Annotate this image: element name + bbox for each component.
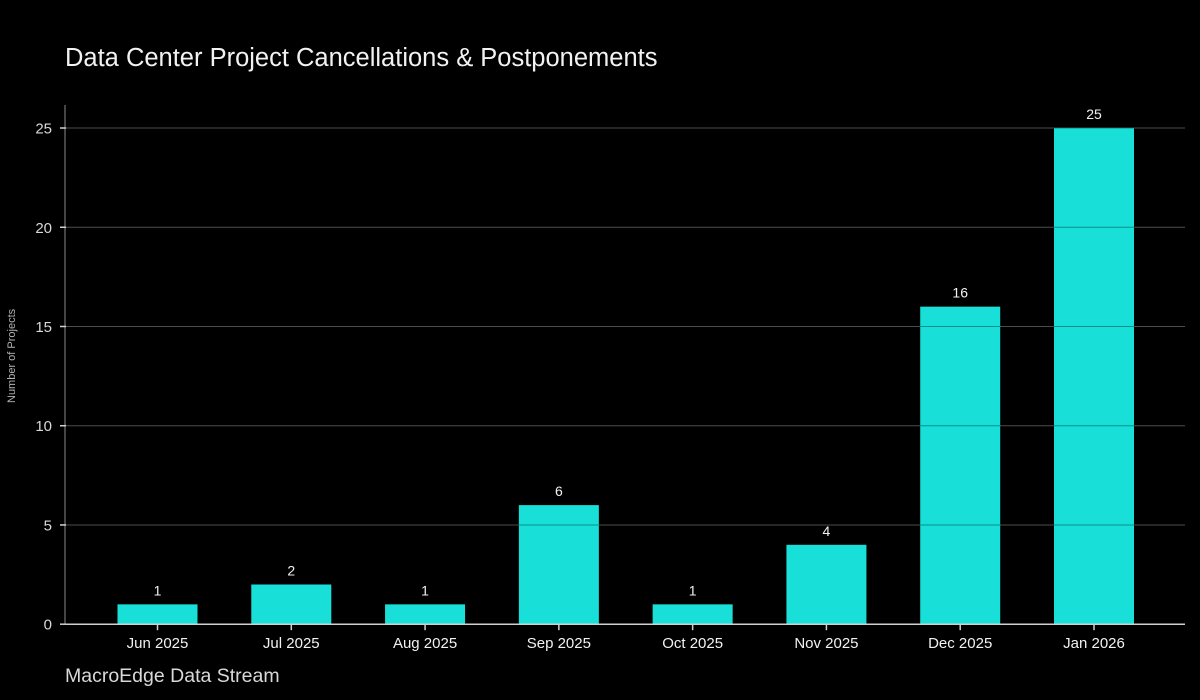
- svg-text:1: 1: [154, 582, 162, 598]
- svg-text:Sep 2025: Sep 2025: [527, 635, 591, 652]
- svg-text:4: 4: [823, 523, 831, 539]
- svg-text:10: 10: [35, 418, 52, 435]
- svg-text:25: 25: [35, 121, 52, 138]
- svg-text:2: 2: [287, 563, 295, 579]
- svg-text:Aug 2025: Aug 2025: [393, 635, 457, 652]
- svg-text:Dec 2025: Dec 2025: [928, 635, 992, 652]
- svg-text:5: 5: [44, 517, 52, 534]
- svg-text:1: 1: [689, 582, 697, 598]
- svg-text:6: 6: [555, 483, 563, 499]
- svg-text:Nov 2025: Nov 2025: [794, 635, 858, 652]
- svg-text:Jan 2026: Jan 2026: [1063, 635, 1125, 652]
- svg-text:Jun 2025: Jun 2025: [127, 635, 189, 652]
- svg-text:Jul 2025: Jul 2025: [263, 635, 320, 652]
- svg-text:16: 16: [952, 285, 968, 301]
- svg-text:1: 1: [421, 582, 429, 598]
- svg-text:25: 25: [1086, 106, 1102, 122]
- svg-text:20: 20: [35, 220, 52, 237]
- svg-text:Oct 2025: Oct 2025: [662, 635, 723, 652]
- svg-text:15: 15: [35, 319, 52, 336]
- svg-text:0: 0: [44, 617, 52, 634]
